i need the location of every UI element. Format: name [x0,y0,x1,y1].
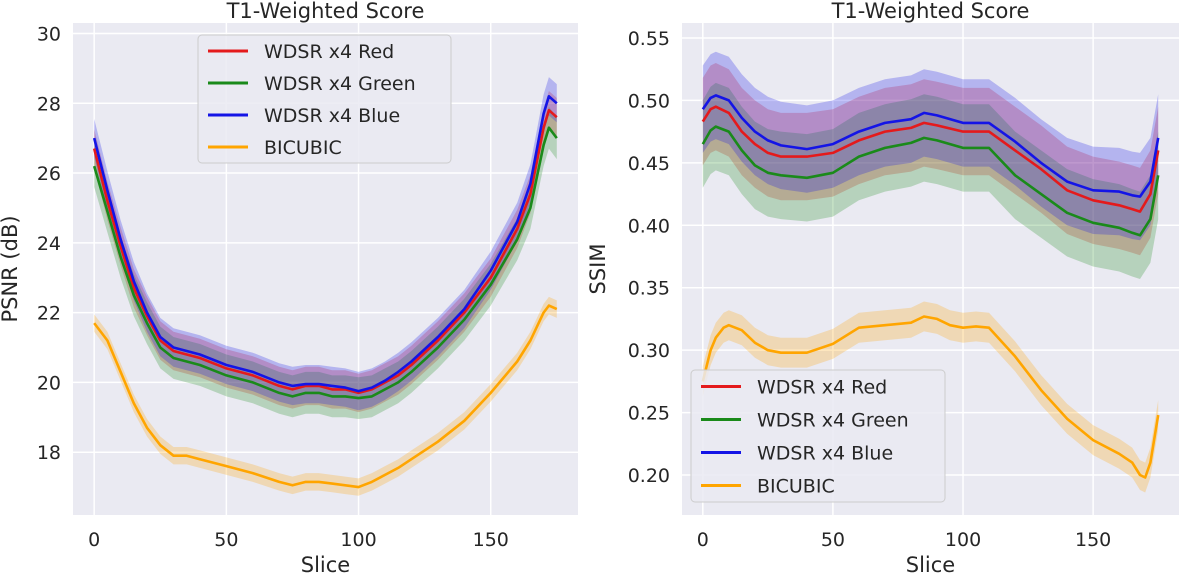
series-line-2 [701,94,1160,198]
y-tick-label: 30 [37,23,61,45]
series-line-0 [701,105,1160,213]
series-line-1 [92,126,558,400]
legend-label-1: WDSR x4 Green [264,73,416,95]
x-tick-label: 150 [473,529,509,551]
series-band-1 [702,82,1159,280]
series-line-0 [92,108,558,395]
x-axis-label: Slice [301,553,350,577]
legend-label-3: BICUBIC [264,137,342,159]
chart-title: T1-Weighted Score [226,0,425,23]
x-tick-label: 100 [340,529,376,551]
legend-label-0: WDSR x4 Red [757,377,887,399]
series-line-1 [701,125,1160,237]
y-tick-label: 0.20 [628,465,670,487]
series-band-0 [702,63,1159,256]
series-band-2 [94,77,557,411]
legend-frame [197,34,452,164]
series-line-3 [701,315,1160,479]
y-tick-label: 0.55 [628,28,670,50]
chart-title: T1-Weighted Score [831,0,1030,23]
series-band-3 [94,296,557,496]
legend-label-2: WDSR x4 Blue [264,105,400,127]
legend-label-3: BICUBIC [757,476,835,498]
y-tick-label: 0.45 [628,153,670,175]
series-band-1 [94,106,557,419]
series-band-2 [702,51,1159,241]
y-tick-label: 0.30 [628,340,670,362]
y-tick-label: 26 [37,163,61,185]
x-tick-label: 0 [88,529,100,551]
legend: WDSR x4 Red WDSR x4 Green WDSR x4 Blue BICU… [197,34,452,164]
y-tick-label: 28 [37,93,61,115]
y-axis-label: SSIM [586,244,610,295]
x-tick-label: 0 [697,529,709,551]
x-axis-label: Slice [906,553,955,577]
legend: WDSR x4 Red WDSR x4 Green WDSR x4 Blue BICU… [690,369,946,503]
y-tick-label: 22 [37,303,61,325]
series-line-2 [92,95,558,393]
legend-label-2: WDSR x4 Blue [757,443,893,465]
y-tick-label: 0.25 [628,403,670,425]
y-tick-label: 20 [37,372,61,394]
y-tick-label: 24 [37,233,61,255]
y-tick-label: 0.35 [628,278,670,300]
chart-panel-0: 0 50 100 150 18 20 22 24 26 28 30 T1-Weighted Score… [0,0,578,577]
chart-panel-1: 0 50 100 150 0.20 0.25 0.30 0.35 0.40 0.45 0.50 0.5… [586,0,1179,577]
y-tick-label: 0.50 [628,90,670,112]
x-tick-label: 100 [945,529,981,551]
x-tick-label: 50 [821,529,845,551]
x-tick-label: 50 [214,529,238,551]
y-tick-label: 0.40 [628,215,670,237]
legend-label-1: WDSR x4 Green [757,410,909,432]
legend-frame [690,369,946,503]
y-axis-label: PSNR (dB) [0,215,22,322]
x-tick-label: 150 [1075,529,1111,551]
legend-label-0: WDSR x4 Red [264,41,394,63]
series-line-3 [93,304,558,489]
y-tick-label: 18 [37,442,61,464]
